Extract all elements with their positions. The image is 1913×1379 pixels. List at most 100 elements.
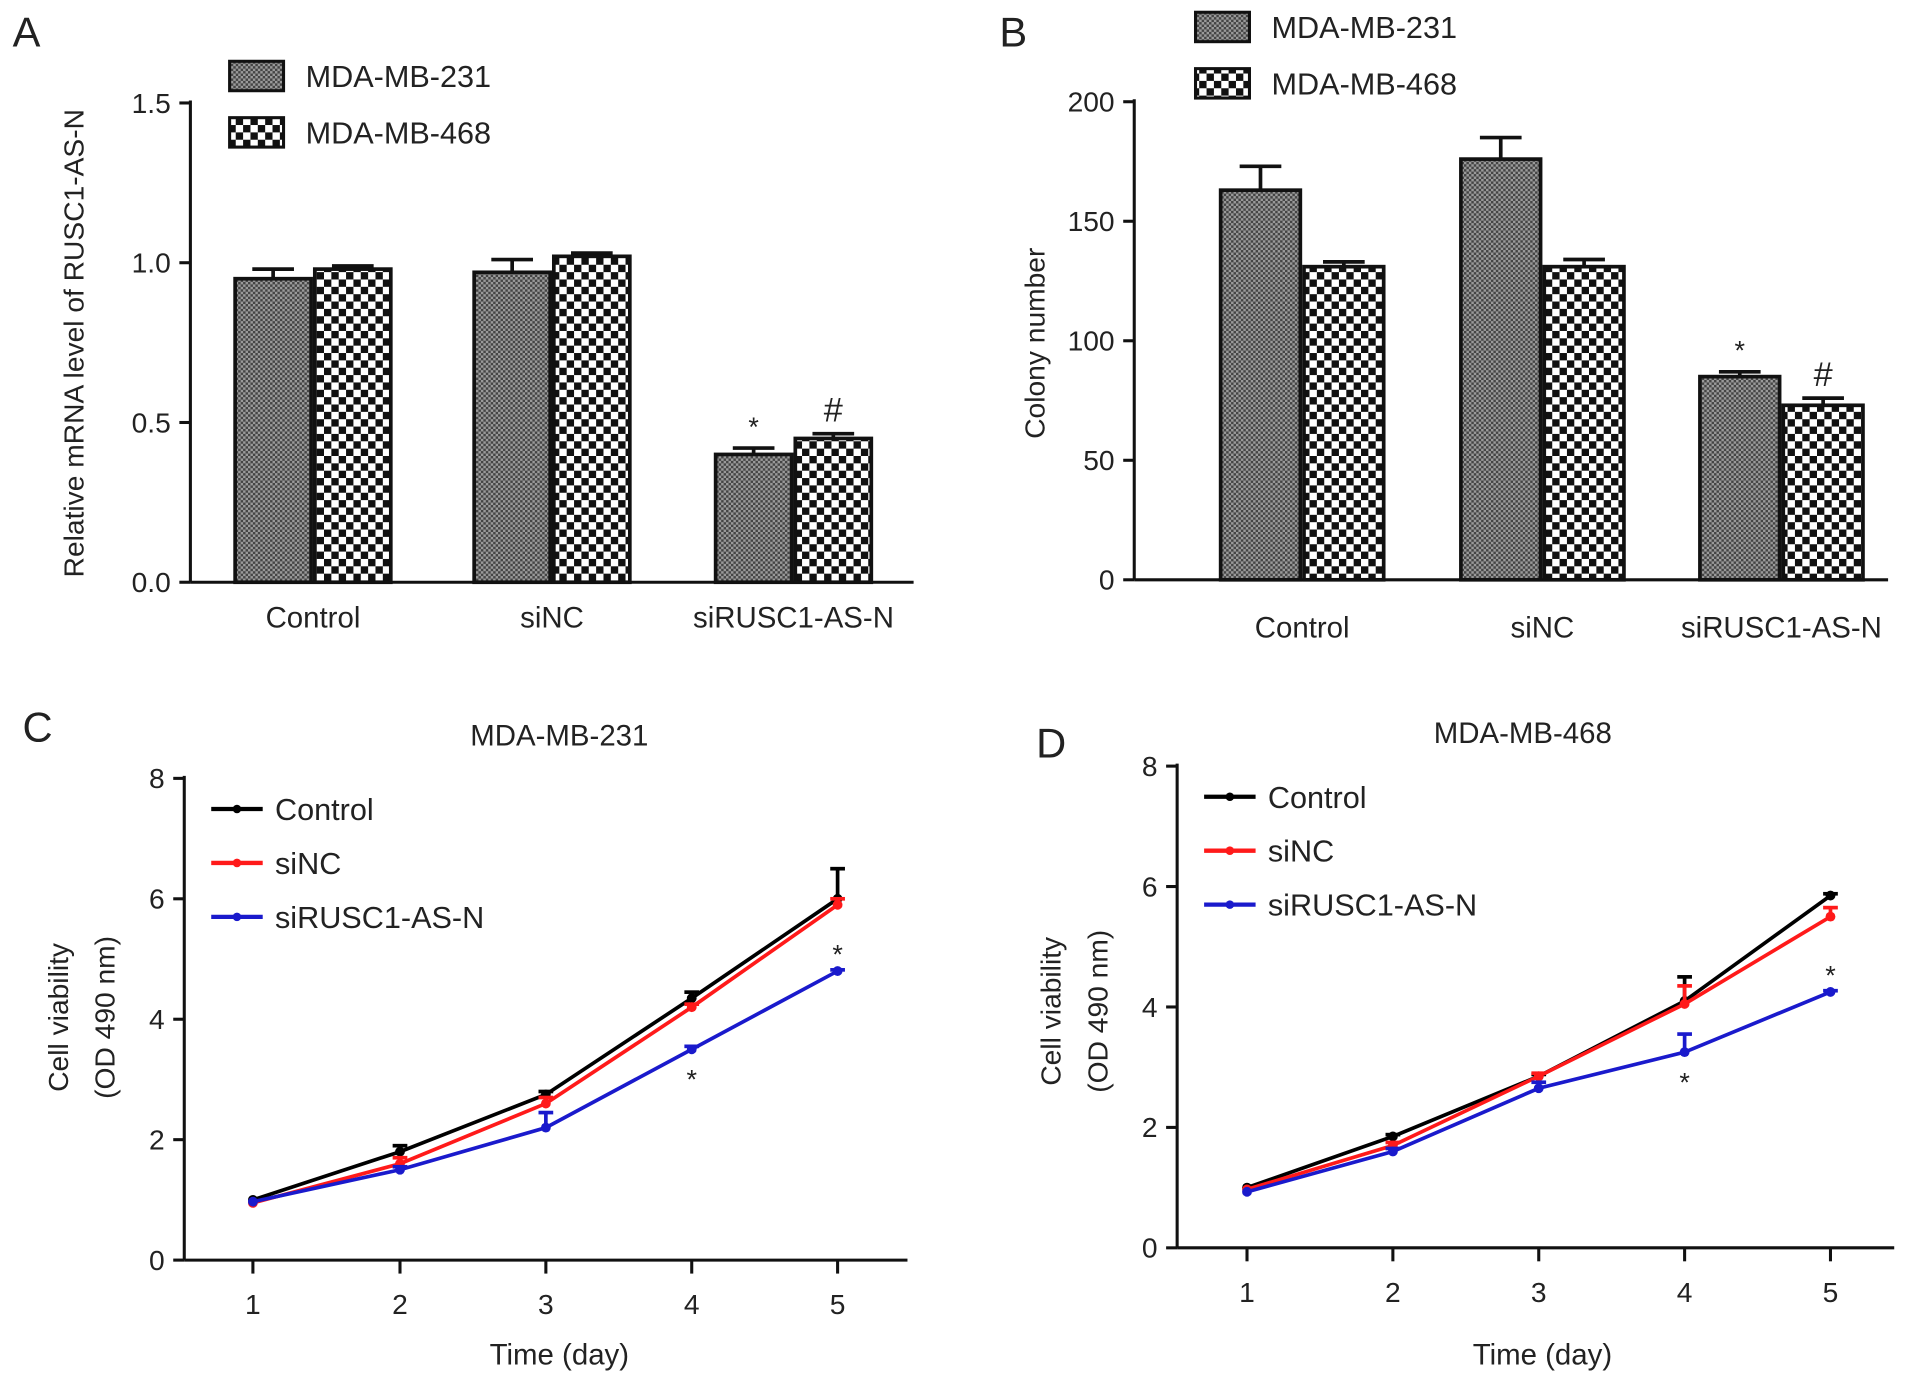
- x-tick-label: 3: [538, 1288, 554, 1320]
- y-axis-label: Cell viability: [1035, 936, 1067, 1086]
- panel-label-b: B: [999, 9, 1027, 56]
- data-point: [686, 993, 697, 1004]
- y-tick-label: 2: [1142, 1111, 1158, 1143]
- chart-b: 0 50 100 150 200 Colony number Control siNC siRU…: [1019, 10, 1889, 644]
- data-point: [1679, 1047, 1690, 1058]
- y-tick-label: 6: [149, 883, 165, 915]
- bar: [1781, 403, 1865, 582]
- legend-label: siNC: [275, 847, 341, 881]
- y-tick-label: 200: [1068, 86, 1115, 118]
- legend-label: Control: [1268, 781, 1367, 815]
- legend-label: MDA-MB-231: [1272, 11, 1458, 45]
- x-tick-label: 2: [392, 1288, 408, 1320]
- x-tick-label: 4: [684, 1288, 700, 1320]
- y-axis-label: Cell viability: [42, 942, 74, 1092]
- bar: [233, 276, 313, 585]
- bar: [713, 452, 794, 585]
- y-tick-label: 6: [1142, 870, 1158, 902]
- data-point: [1387, 1146, 1398, 1157]
- y-tick-label: 0: [1099, 564, 1115, 596]
- bar: [551, 254, 632, 585]
- panel-label-a: A: [13, 9, 41, 56]
- y-tick-label: 0.0: [132, 566, 171, 598]
- chart-d: 0 2 4 6 8 Cell viability (OD 490 nm) MDA-MB-468…: [1035, 717, 1895, 1371]
- legend-marker: [1225, 792, 1235, 802]
- bar: [1218, 188, 1303, 582]
- data-point: [686, 1002, 697, 1013]
- legend-label: MDA-MB-231: [306, 60, 492, 94]
- series-line: [252, 897, 839, 1202]
- x-tick-label: siNC: [1511, 611, 1575, 644]
- y-tick-label: 4: [1142, 991, 1158, 1023]
- x-tick-label: siNC: [520, 602, 584, 635]
- x-tick-label: 3: [1531, 1276, 1547, 1308]
- legend-swatch: [1193, 67, 1251, 100]
- significance-mark: #: [824, 391, 843, 429]
- bar: [1302, 264, 1386, 582]
- legend-swatch: [228, 116, 286, 149]
- x-tick-label: 1: [1239, 1276, 1255, 1308]
- legend-marker: [1225, 846, 1235, 855]
- data-point: [1825, 987, 1836, 997]
- significance-mark: *: [832, 940, 843, 970]
- x-tick-label: 2: [1385, 1276, 1401, 1308]
- bar: [1698, 374, 1782, 582]
- data-point: [1387, 1131, 1398, 1142]
- bar: [1542, 264, 1626, 582]
- y-tick-label: 8: [1142, 750, 1158, 782]
- panel-label-c: C: [22, 704, 52, 751]
- data-point: [832, 966, 843, 976]
- legend-label: siRUSC1-AS-N: [275, 901, 484, 935]
- y-tick-label: 150: [1068, 205, 1115, 237]
- legend-marker: [232, 912, 242, 922]
- significance-mark: #: [1814, 356, 1833, 394]
- y-axis-label: Relative mRNA level of RUSC1-AS-N: [58, 109, 90, 577]
- legend-label: siRUSC1-AS-N: [1268, 889, 1477, 923]
- y-tick-label: 0: [149, 1244, 165, 1276]
- y-tick-label: 2: [149, 1123, 165, 1155]
- x-tick-label: 4: [1677, 1276, 1693, 1308]
- x-axis-label: Time (day): [490, 1338, 629, 1371]
- x-tick-label: 5: [830, 1288, 846, 1320]
- x-axis-label: Time (day): [1473, 1338, 1612, 1371]
- legend-label: MDA-MB-468: [306, 116, 492, 150]
- chart-title: MDA-MB-468: [1434, 717, 1612, 750]
- data-point: [540, 1122, 551, 1133]
- y-tick-label: 1.0: [132, 247, 171, 279]
- x-tick-label: Control: [1255, 611, 1350, 644]
- data-point: [1533, 1083, 1544, 1094]
- x-tick-label: 1: [245, 1288, 261, 1320]
- significance-mark: *: [748, 412, 759, 442]
- bar: [312, 267, 393, 585]
- y-tick-label: 4: [149, 1003, 165, 1035]
- bar: [472, 270, 552, 585]
- data-point: [540, 1098, 551, 1109]
- legend-marker: [1225, 900, 1235, 909]
- legend-label: MDA-MB-468: [1272, 67, 1458, 101]
- bar: [1459, 157, 1543, 582]
- y-axis-label: (OD 490 nm): [1081, 930, 1113, 1093]
- legend-label: siNC: [1268, 835, 1334, 869]
- x-tick-label: siRUSC1-AS-N: [1681, 611, 1882, 644]
- data-point: [1679, 999, 1690, 1009]
- data-point: [1533, 1071, 1544, 1082]
- panel-label-d: D: [1036, 720, 1066, 767]
- chart-c: 0 2 4 6 8 Cell viability (OD 490 nm) MDA-MB-231…: [42, 719, 908, 1371]
- y-tick-label: 8: [149, 762, 165, 794]
- y-tick-label: 0: [1142, 1232, 1158, 1264]
- data-point: [1825, 890, 1836, 901]
- data-point: [395, 1164, 405, 1175]
- series-line: [252, 969, 839, 1204]
- significance-mark: *: [1825, 961, 1836, 991]
- data-point: [248, 1196, 258, 1207]
- legend-label: Control: [275, 793, 374, 827]
- y-tick-label: 50: [1083, 444, 1114, 476]
- y-axis-label: Colony number: [1019, 248, 1051, 439]
- chart-a: 0.0 0.5 1.0 1.5 Relative mRNA level of RUSC1…: [58, 59, 914, 635]
- series-line: [1246, 894, 1832, 1190]
- y-tick-label: 100: [1068, 325, 1115, 357]
- significance-mark: *: [1679, 1067, 1690, 1097]
- data-point: [832, 899, 843, 910]
- y-axis-label: (OD 490 nm): [88, 936, 120, 1099]
